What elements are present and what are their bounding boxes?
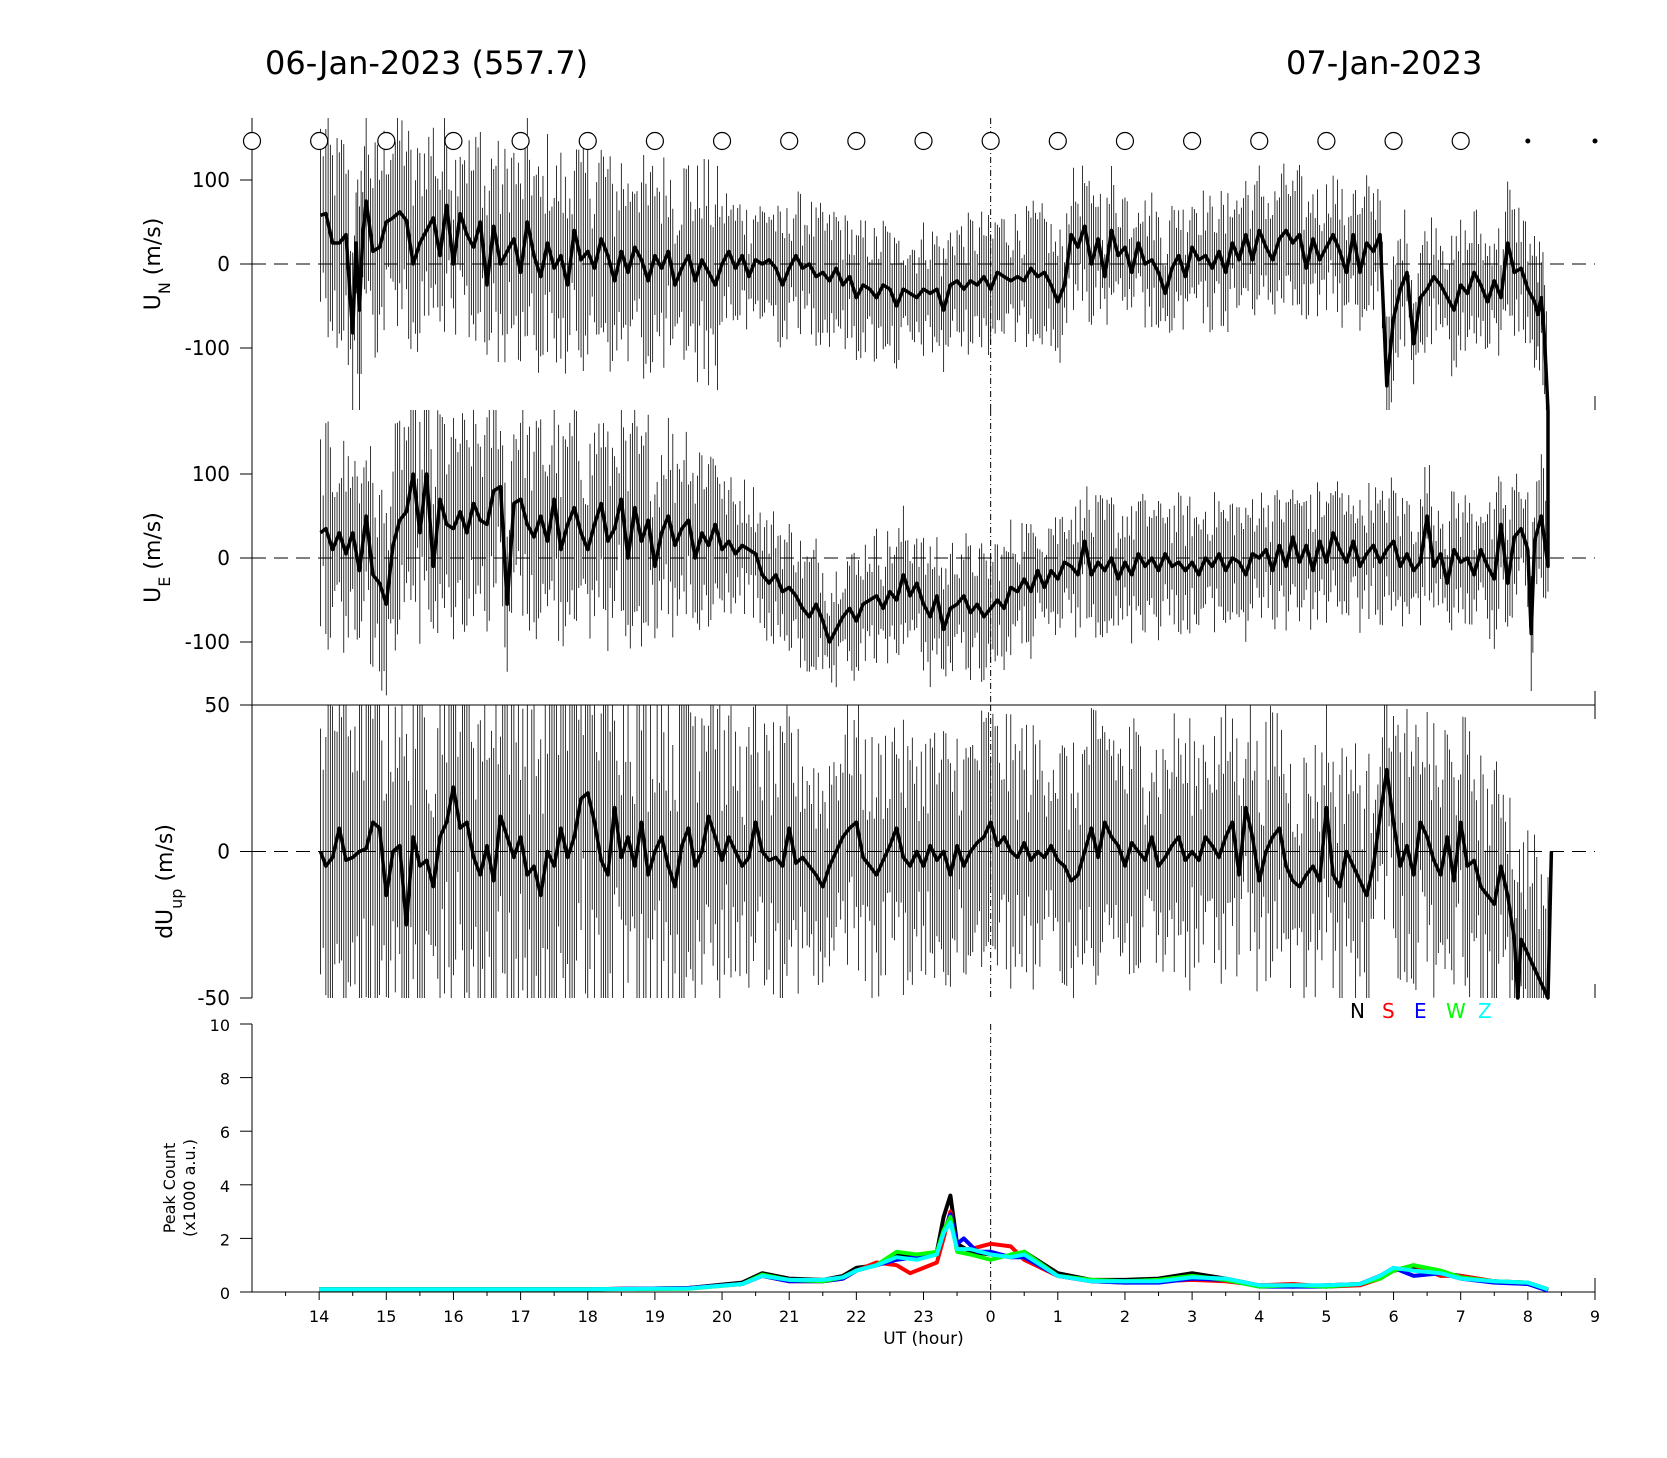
x-tick-label: 15	[376, 1307, 396, 1326]
x-tick-label: 14	[309, 1307, 329, 1326]
x-tick-label: 21	[779, 1307, 799, 1326]
series-line	[319, 199, 1550, 411]
sky-circle-marker	[914, 131, 933, 151]
panel-UE: 100 0 -100 UE (m/s)	[141, 410, 1596, 705]
x-tick-label: 18	[578, 1307, 598, 1326]
sky-circle-marker	[780, 131, 799, 151]
x-tick-label: 1	[1053, 1307, 1063, 1326]
x-tick-label: 22	[846, 1307, 866, 1326]
y-tick-label: 8	[220, 1070, 230, 1089]
x-axis-label: UT (hour)	[883, 1329, 963, 1349]
y-tick-label: 100	[192, 168, 230, 192]
sky-circle-marker	[377, 131, 396, 151]
y-label-text: UN (m/s)	[141, 218, 174, 311]
y-label-text: dUup (m/s)	[153, 824, 186, 939]
x-tick-label: 4	[1254, 1307, 1264, 1326]
sky-circle-marker	[1317, 131, 1336, 151]
y-label-text: UE (m/s)	[141, 512, 174, 603]
x-tick-label: 2	[1120, 1307, 1130, 1326]
sky-circle-marker	[242, 131, 262, 151]
sky-circle-marker	[310, 131, 329, 151]
sky-circle-marker	[1384, 131, 1403, 151]
sky-dot-marker	[1525, 138, 1531, 144]
sky-circle-marker	[1451, 131, 1470, 151]
series-line-Z	[319, 1220, 1549, 1292]
y-tick-label: -100	[185, 336, 230, 360]
y-tick-label: 4	[220, 1177, 230, 1196]
x-tick-label: 8	[1523, 1307, 1533, 1326]
x-tick-label: 7	[1456, 1307, 1466, 1326]
y-tick-label: 10	[210, 1016, 230, 1035]
x-tick-label: 19	[645, 1307, 665, 1326]
x-tick-label: 0	[986, 1307, 996, 1326]
y-tick-label: 0	[217, 252, 230, 276]
y-label-line1: Peak Count	[160, 1143, 179, 1234]
y-tick-label: 0	[217, 546, 230, 570]
sky-circle-marker	[1115, 131, 1135, 151]
legend-item-W: W	[1446, 999, 1466, 1023]
x-tick-label: 3	[1187, 1307, 1197, 1326]
series-line-W	[319, 1215, 1549, 1292]
series-line	[319, 410, 1550, 644]
y-axis-label: UE (m/s)	[141, 512, 174, 603]
series-line-N	[319, 1193, 1549, 1292]
sky-circle-marker	[847, 131, 866, 151]
sky-circle-marker	[1182, 131, 1202, 151]
left-date-title: 06-Jan-2023 (557.7)	[265, 44, 589, 82]
panel-dUup: 50 0 -50 dUup (m/s)	[153, 693, 1596, 1010]
sky-markers	[242, 131, 1598, 151]
y-axis-label: Peak Count (x1000 a.u.)	[160, 1139, 199, 1237]
x-tick-label: 16	[443, 1307, 463, 1326]
y-tick-label: 0	[217, 840, 230, 864]
legend-item-E: E	[1414, 999, 1427, 1023]
y-tick-label: 0	[220, 1284, 230, 1303]
y-tick-label: -50	[197, 986, 230, 1010]
sky-circle-marker	[1048, 131, 1067, 151]
y-tick-label: 100	[192, 462, 230, 486]
x-tick-label: 5	[1321, 1307, 1331, 1326]
x-tick-label: 20	[712, 1307, 732, 1326]
sky-circle-marker	[578, 131, 597, 151]
x-tick-label: 17	[510, 1307, 530, 1326]
y-tick-label: 6	[220, 1123, 230, 1142]
y-axis-label: dUup (m/s)	[153, 824, 186, 939]
legend-item-S: S	[1382, 999, 1395, 1023]
sky-circle-marker	[712, 131, 732, 151]
sky-circle-marker	[981, 131, 1000, 151]
x-tick-label: 6	[1388, 1307, 1398, 1326]
y-label-line2: (x1000 a.u.)	[180, 1139, 199, 1237]
y-tick-label: -100	[185, 630, 230, 654]
x-tick-label: 9	[1590, 1307, 1600, 1326]
y-tick-label: 50	[205, 693, 230, 717]
x-tick-label: 23	[913, 1307, 933, 1326]
right-date-title: 07-Jan-2023	[1286, 44, 1483, 82]
series-line	[318, 767, 1554, 1000]
sky-circle-marker	[444, 131, 463, 151]
y-axis-label: UN (m/s)	[141, 218, 174, 311]
panel-UN: 100 0 -100 UN (m/s)	[141, 118, 1596, 411]
sky-circle-marker	[1250, 131, 1269, 151]
legend-item-N: N	[1350, 999, 1365, 1023]
sky-circle-marker	[645, 131, 665, 151]
sky-dot-marker	[1592, 138, 1598, 144]
y-tick-label: 2	[220, 1230, 230, 1249]
legend-item-Z: Z	[1478, 999, 1492, 1023]
sky-circle-marker	[511, 131, 530, 151]
